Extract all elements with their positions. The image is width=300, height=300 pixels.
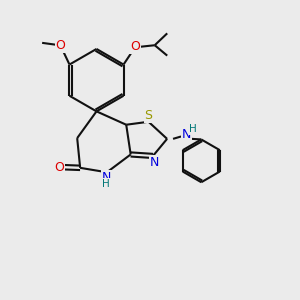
Text: H: H	[102, 179, 110, 189]
Text: H: H	[189, 124, 197, 134]
Text: N: N	[150, 156, 159, 169]
Text: O: O	[54, 161, 64, 174]
Text: S: S	[145, 109, 152, 122]
Text: N: N	[182, 128, 191, 141]
Text: N: N	[102, 171, 111, 184]
Text: O: O	[56, 39, 65, 52]
Text: O: O	[130, 40, 140, 53]
